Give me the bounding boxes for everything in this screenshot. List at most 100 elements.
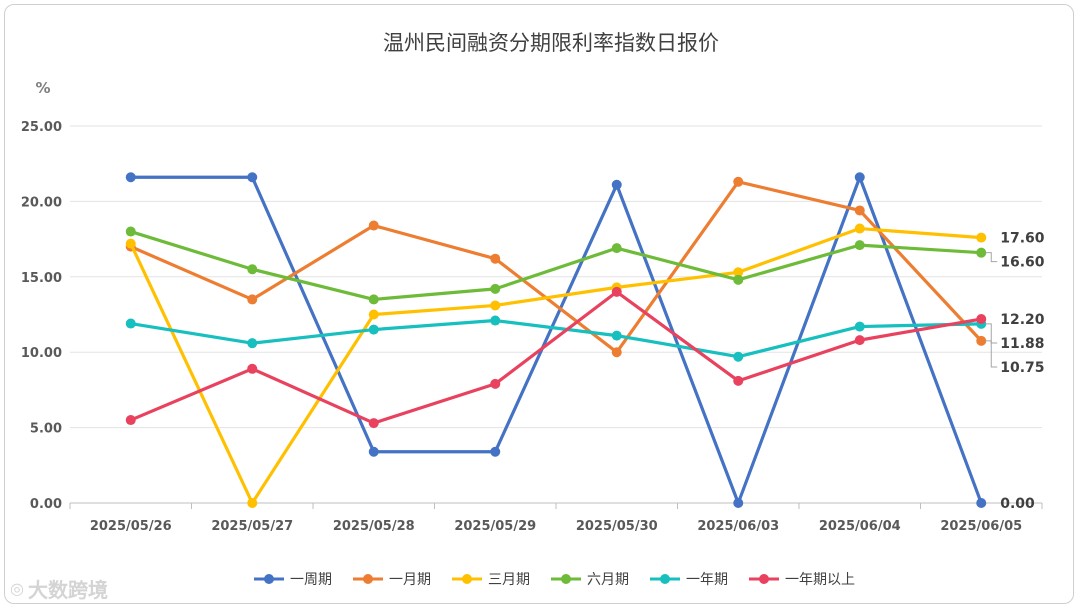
data-point	[125, 318, 136, 329]
data-point	[611, 179, 622, 190]
legend-item[interactable]: 一月期	[353, 572, 431, 588]
x-tick-label: 2025/06/03	[697, 519, 779, 534]
data-point	[490, 283, 501, 294]
annotation-layer: 17.60 16.60 12.20 11.88 10.75 0.00	[985, 231, 1045, 512]
data-point	[490, 253, 501, 264]
data-point	[611, 330, 622, 341]
end-value-label: 12.20	[1000, 312, 1045, 328]
y-tick-label: 25.00	[21, 120, 62, 135]
x-tick-label: 2025/06/04	[819, 519, 901, 534]
legend-swatch-marker	[462, 574, 472, 584]
data-point	[490, 315, 501, 326]
y-axis-ticks: 0.00 5.00 10.00 15.00 20.00 25.00	[21, 120, 62, 512]
end-label: 16.60	[985, 252, 1045, 271]
end-label: 10.75	[985, 340, 1045, 376]
data-point	[368, 418, 379, 429]
data-point	[490, 446, 501, 457]
data-point	[125, 226, 136, 237]
x-tick-label: 2025/05/28	[333, 519, 415, 534]
chart-title: 温州民间融资分期限利率指数日报价	[383, 31, 719, 55]
data-point	[125, 172, 136, 183]
data-point	[854, 223, 865, 234]
end-value-label: 0.00	[1000, 496, 1035, 512]
chart-frame	[4, 4, 1074, 604]
data-point	[976, 498, 987, 508]
legend: 一周期 一月期 三月期 六月期 一年期 一年期以上	[254, 572, 855, 588]
logo-icon: ◎	[10, 579, 24, 598]
data-point	[733, 351, 744, 362]
legend-item[interactable]: 三月期	[452, 572, 530, 588]
data-point	[247, 338, 258, 349]
data-point	[733, 375, 744, 386]
data-point	[854, 240, 865, 251]
series-3	[125, 223, 987, 508]
series-5	[125, 315, 987, 362]
leader-line	[985, 340, 998, 368]
data-point	[368, 220, 379, 231]
series-2	[125, 176, 987, 358]
data-point	[733, 267, 744, 278]
legend-label: 一年期	[686, 572, 728, 588]
y-tick-label: 20.00	[21, 195, 62, 210]
legend-swatch-marker	[264, 574, 274, 584]
data-point	[976, 232, 987, 243]
data-point	[490, 378, 501, 389]
watermark: ◎ 大数跨境	[10, 574, 108, 603]
grid-lines	[70, 125, 1042, 504]
series-line	[130, 318, 982, 359]
series-layer	[125, 172, 987, 508]
series-line	[130, 290, 982, 425]
data-point	[368, 294, 379, 305]
y-tick-label: 10.00	[21, 346, 62, 361]
legend-swatch-marker	[561, 574, 571, 584]
legend-item[interactable]: 一年期	[650, 572, 728, 588]
legend-item[interactable]: 六月期	[551, 572, 629, 588]
end-value-label: 10.75	[1000, 360, 1044, 376]
data-point	[368, 309, 379, 320]
end-label: 0.00	[1000, 496, 1035, 512]
data-point	[854, 335, 865, 346]
data-point	[368, 324, 379, 335]
legend-label: 一月期	[389, 572, 431, 588]
data-point	[247, 363, 258, 374]
series-line	[129, 226, 982, 505]
end-value-label: 17.60	[1000, 231, 1045, 247]
legend-swatch-marker	[660, 574, 670, 584]
data-point	[733, 498, 744, 508]
data-point	[611, 243, 622, 254]
legend-swatch-marker	[759, 574, 769, 584]
data-point	[854, 205, 865, 216]
legend-label: 一年期以上	[785, 572, 855, 588]
end-label: 11.88	[985, 323, 1045, 352]
legend-label: 六月期	[587, 572, 629, 588]
leader-line	[985, 252, 998, 263]
y-tick-label: 5.00	[30, 422, 62, 437]
data-point	[490, 300, 501, 311]
data-point	[611, 286, 622, 297]
data-point	[854, 321, 865, 332]
legend-item[interactable]: 一周期	[254, 572, 332, 588]
data-point	[976, 247, 987, 258]
end-value-label: 11.88	[1000, 336, 1044, 352]
data-point	[247, 264, 258, 275]
data-point	[733, 274, 744, 285]
leader-line	[985, 323, 998, 344]
legend-label: 三月期	[488, 572, 530, 588]
end-value-label: 16.60	[1000, 255, 1045, 271]
x-axis-ticks: 2025/05/26 2025/05/27 2025/05/28 2025/05/29…	[69, 503, 1043, 534]
series-4	[125, 226, 987, 305]
series-6	[125, 286, 987, 429]
data-point	[247, 294, 258, 305]
data-point	[247, 498, 258, 508]
series-line	[130, 230, 982, 302]
data-point	[611, 347, 622, 358]
data-point	[976, 335, 987, 346]
y-tick-label: 0.00	[30, 497, 62, 512]
x-tick-label: 2025/05/29	[454, 519, 536, 534]
x-tick-label: 2025/05/26	[90, 519, 172, 534]
legend-label: 一周期	[290, 572, 332, 588]
end-label: 17.60	[1000, 231, 1045, 247]
legend-item[interactable]: 一年期以上	[749, 572, 855, 588]
y-axis-label: %	[35, 79, 50, 97]
legend-swatch-marker	[363, 574, 373, 584]
